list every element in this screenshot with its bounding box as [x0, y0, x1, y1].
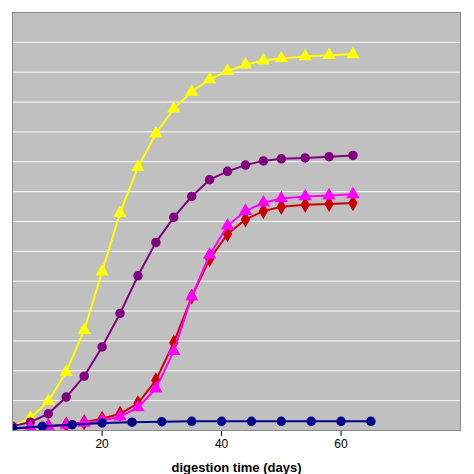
svg-text:digestion time (days): digestion time (days) [171, 460, 301, 474]
svg-text:60: 60 [334, 437, 348, 451]
svg-text:20: 20 [95, 437, 109, 451]
svg-text:40: 40 [215, 437, 229, 451]
